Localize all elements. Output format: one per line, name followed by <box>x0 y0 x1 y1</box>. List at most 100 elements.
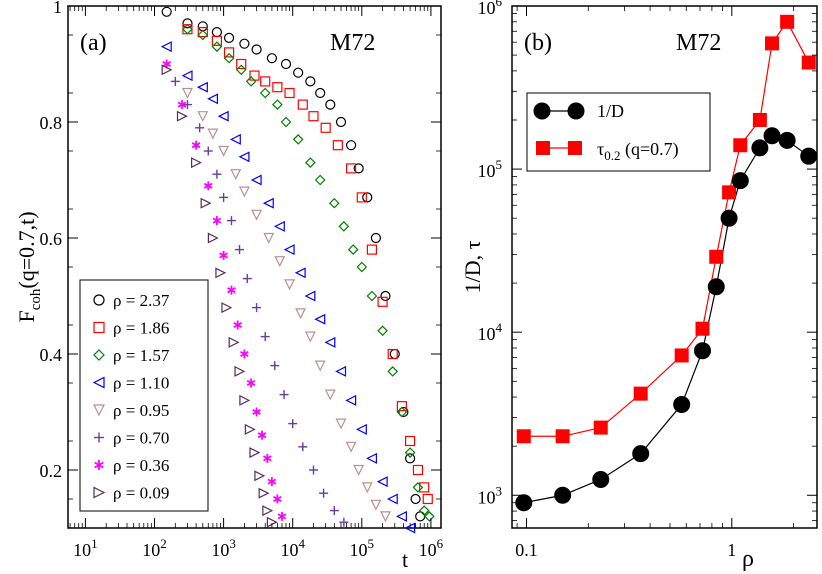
series-4 <box>160 41 416 534</box>
data-point <box>731 172 749 190</box>
data-point <box>405 435 416 447</box>
data-point <box>379 511 391 523</box>
data-point <box>207 232 219 244</box>
data-point <box>555 429 570 444</box>
data-point <box>260 76 271 87</box>
data-point <box>259 87 271 99</box>
data-point <box>410 493 421 505</box>
data-point <box>353 163 364 174</box>
data-point <box>235 245 245 255</box>
data-point <box>229 133 241 145</box>
data-point <box>279 390 289 400</box>
data-point <box>273 220 285 232</box>
data-point <box>418 505 430 516</box>
data-point <box>250 174 262 186</box>
panel-b-legend-items <box>533 102 585 155</box>
panel-a-legend-box <box>79 279 209 512</box>
data-point <box>267 477 277 487</box>
data-point <box>673 396 691 414</box>
data-point <box>197 29 209 41</box>
data-point <box>304 290 316 302</box>
legend-label-tau: τ0.2 (q=0.7) <box>597 139 679 163</box>
y-tick-label: 0.4 <box>40 345 63 365</box>
data-point <box>251 209 263 221</box>
series-1 <box>161 6 426 522</box>
data-point <box>763 127 781 145</box>
data-point <box>325 99 336 110</box>
data-point <box>362 192 373 203</box>
panel-b-legend-box <box>526 92 711 172</box>
data-point <box>181 70 193 82</box>
data-point <box>181 87 193 99</box>
data-point <box>251 44 262 55</box>
x-tick-label: 106 <box>419 536 444 560</box>
legend-marker-inverse-D <box>567 102 585 120</box>
x-tick-label: 103 <box>211 536 236 560</box>
data-point <box>242 274 252 284</box>
panel-b-y-axis-label: 1/D, τ <box>460 240 485 293</box>
data-point <box>246 378 256 388</box>
data-point <box>361 482 373 494</box>
data-point <box>288 419 298 429</box>
data-point <box>801 55 816 70</box>
legend-marker <box>93 349 105 361</box>
data-point <box>295 308 307 320</box>
legend-label: ρ = 1.86 <box>113 319 169 338</box>
data-point <box>212 216 222 226</box>
data-point <box>227 285 236 295</box>
data-point <box>332 140 343 151</box>
legend-marker <box>92 376 105 389</box>
data-point <box>254 470 266 482</box>
data-point <box>554 486 572 504</box>
data-point <box>226 216 236 226</box>
data-point <box>182 100 192 110</box>
data-point <box>280 116 292 128</box>
data-point <box>211 41 223 52</box>
data-point <box>252 407 261 417</box>
data-point <box>314 313 326 325</box>
data-point <box>324 389 336 401</box>
data-point <box>262 197 274 209</box>
data-point <box>294 267 306 279</box>
data-point <box>219 250 228 260</box>
series-8 <box>161 64 278 528</box>
data-point <box>235 64 247 76</box>
data-point <box>592 470 610 488</box>
series-2 <box>182 24 433 505</box>
legend-label: ρ = 0.09 <box>113 484 169 503</box>
data-point <box>356 192 367 203</box>
data-point <box>366 290 378 302</box>
data-point <box>263 232 275 244</box>
data-point <box>674 348 689 363</box>
x-tick-label: 105 <box>350 536 375 560</box>
legend-marker-tau <box>536 141 550 155</box>
data-point <box>239 38 250 49</box>
data-point <box>182 18 193 29</box>
data-point <box>218 145 230 157</box>
data-point <box>217 110 229 122</box>
data-point <box>223 47 235 58</box>
data-point <box>516 429 531 444</box>
panel-b: 0.1 1 103 104 105 106 (b) M72 ρ 1/D, τ 1/D τ0… <box>460 0 818 572</box>
legend-label: ρ = 0.36 <box>113 456 169 475</box>
data-point <box>335 116 347 128</box>
data-point <box>722 185 737 200</box>
data-point <box>376 476 388 488</box>
legend-marker <box>94 460 104 470</box>
data-point <box>314 360 326 372</box>
panel-b-model-label: M72 <box>676 30 721 56</box>
data-point <box>304 157 316 168</box>
panel-b-data-marks <box>515 14 818 512</box>
data-point <box>709 249 724 264</box>
y-tick-label: 106 <box>478 0 503 18</box>
panel-a-x-axis-label: t <box>402 547 408 572</box>
legend-marker-tau <box>568 141 582 155</box>
data-point <box>195 123 205 133</box>
y-tick-label: 103 <box>478 483 503 507</box>
panel-b-label: (b) <box>524 30 552 56</box>
data-point <box>234 365 246 377</box>
y-tick-label: 105 <box>478 157 503 181</box>
data-point <box>228 336 240 348</box>
y-label-rest: (q=0.7,t) <box>14 211 39 288</box>
